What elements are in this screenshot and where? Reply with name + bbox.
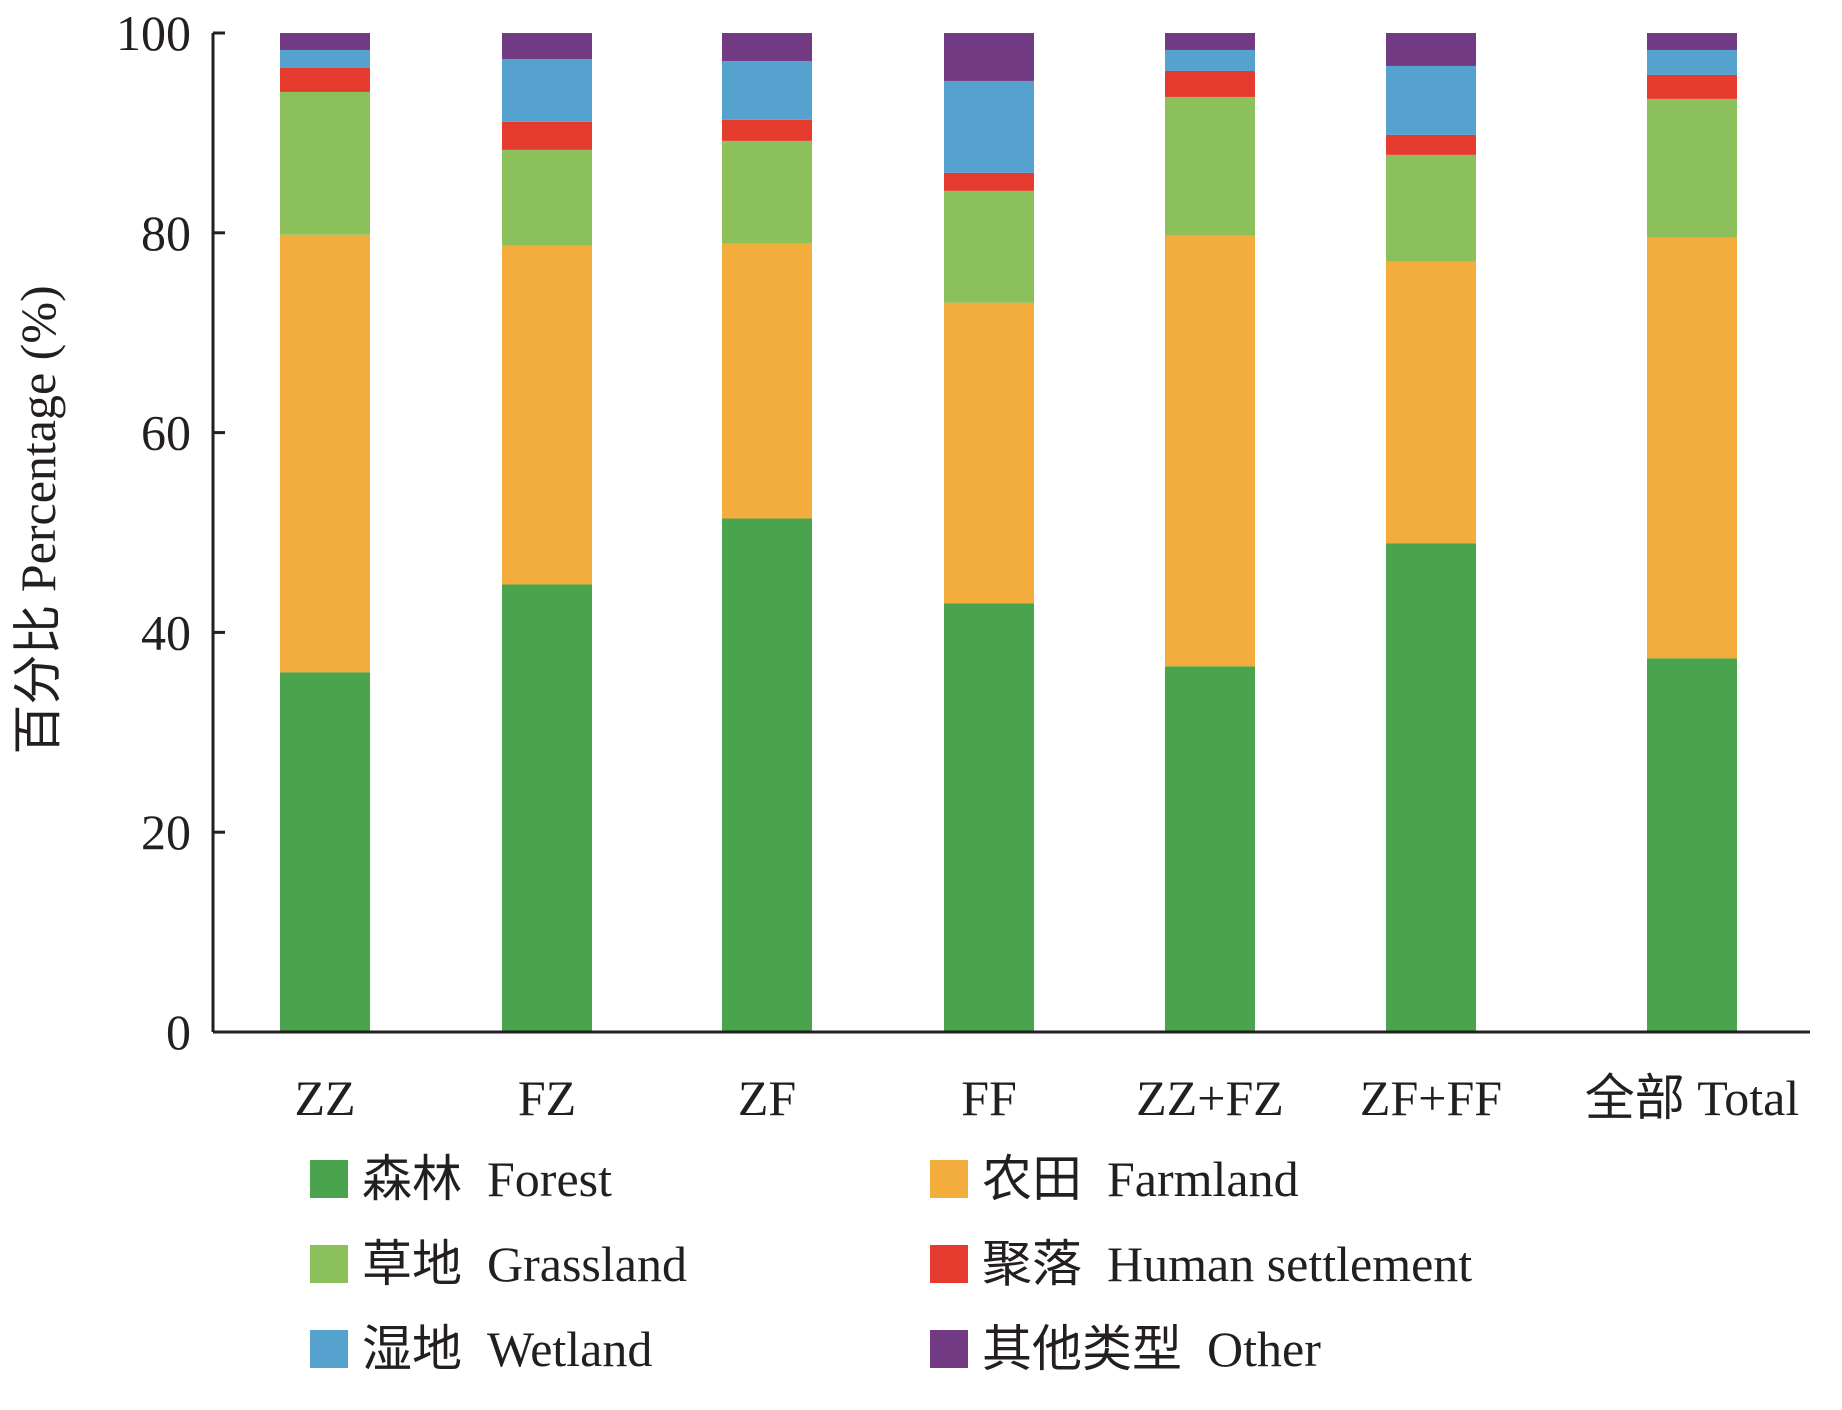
bar-segment — [1386, 134, 1476, 155]
bar-segment — [1165, 33, 1255, 50]
legend-label: 森林 Forest — [362, 1151, 612, 1207]
bar-segment — [280, 91, 370, 235]
bar-segment — [1647, 33, 1737, 50]
legend-swatch — [930, 1160, 968, 1198]
bar-segment — [1165, 70, 1255, 97]
bar-segment — [502, 33, 592, 59]
y-tick-label: 100 — [116, 5, 191, 61]
legend-label: 湿地 Wetland — [362, 1321, 652, 1377]
legend-label: 草地 Grassland — [362, 1236, 687, 1292]
bar-segment — [1647, 74, 1737, 99]
bar-segment — [1386, 261, 1476, 544]
bar-segment — [1165, 96, 1255, 236]
legend-swatch — [310, 1330, 348, 1368]
legend-swatch — [930, 1245, 968, 1283]
bar-segment — [280, 672, 370, 1032]
bar-segment — [1386, 543, 1476, 1032]
x-tick-label: ZF — [738, 1070, 796, 1126]
bar-segment — [280, 49, 370, 68]
bar-segment — [280, 33, 370, 50]
bar-segment — [1165, 666, 1255, 1032]
bar-segment — [722, 60, 812, 120]
bar-segment — [1647, 98, 1737, 238]
y-ticks: 0 20 40 60 80 100 — [116, 5, 225, 1060]
bar-segment — [722, 518, 812, 1032]
bar-segment — [502, 121, 592, 150]
bar-segment — [1165, 49, 1255, 71]
legend-label: 聚落 Human settlement — [982, 1236, 1472, 1292]
x-tick-labels: ZZ FZ ZF FF ZZ+FZ ZF+FF 全部 Total — [294, 1070, 1799, 1126]
bar-segment — [1647, 658, 1737, 1032]
bar-segment — [280, 67, 370, 92]
bar-segment — [722, 33, 812, 61]
bar-segment — [944, 80, 1034, 173]
bar-segment — [722, 140, 812, 244]
axes-layer — [211, 33, 1810, 1034]
bar-segment — [1386, 33, 1476, 66]
bar-segment — [502, 149, 592, 246]
bar-segment — [502, 584, 592, 1032]
bar-segment — [1647, 49, 1737, 75]
legend-label: 农田 Farmland — [982, 1151, 1299, 1207]
legend: 森林 Forest 农田 Farmland 草地 Grassland 聚落 Human… — [310, 1151, 1472, 1377]
x-tick-label: ZZ — [294, 1070, 355, 1126]
bar-segment — [1386, 65, 1476, 135]
x-tick-label: ZF+FF — [1360, 1070, 1502, 1126]
y-tick-label: 40 — [141, 604, 191, 660]
y-tick-label: 20 — [141, 804, 191, 860]
bar-segment — [722, 243, 812, 519]
legend-swatch — [930, 1330, 968, 1368]
y-tick-label: 0 — [166, 1004, 191, 1060]
bar-segment — [944, 172, 1034, 191]
bars-layer — [280, 33, 1737, 1032]
x-tick-label: 全部 Total — [1585, 1070, 1800, 1126]
legend-label: 其他类型 Other — [982, 1321, 1321, 1377]
legend-swatch — [310, 1245, 348, 1283]
bar-segment — [944, 190, 1034, 303]
bar-segment — [280, 234, 370, 673]
bar-segment — [1165, 235, 1255, 667]
bar-segment — [722, 119, 812, 141]
bar-segment — [944, 302, 1034, 604]
x-tick-label: FF — [961, 1070, 1017, 1126]
legend-swatch — [310, 1160, 348, 1198]
bar-segment — [1647, 237, 1737, 659]
bar-segment — [944, 33, 1034, 81]
bar-segment — [502, 58, 592, 122]
bar-segment — [944, 603, 1034, 1032]
x-tick-label: FZ — [518, 1070, 576, 1126]
bar-segment — [1386, 154, 1476, 262]
y-tick-label: 80 — [141, 205, 191, 261]
y-axis-title: 百分比 Percentage (%) — [10, 285, 66, 754]
bar-segment — [502, 245, 592, 585]
x-tick-label: ZZ+FZ — [1136, 1070, 1284, 1126]
y-tick-label: 60 — [141, 405, 191, 461]
